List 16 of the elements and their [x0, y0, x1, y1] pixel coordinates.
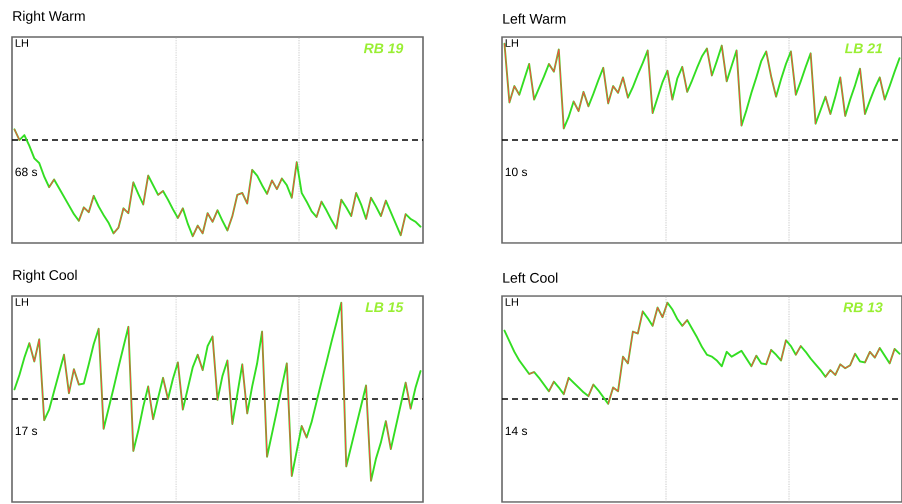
annotation: LH [16, 298, 28, 306]
chart-title: Left Warm [503, 14, 566, 24]
text: RB 19 [364, 43, 404, 54]
annotation: LH [506, 39, 518, 47]
text: LH [16, 39, 28, 47]
annotation: LB 15 [365, 302, 404, 312]
annotation: RB 13 [843, 302, 883, 312]
chart-title: Right Warm [13, 10, 85, 24]
annotation: LH [506, 298, 518, 306]
annotation: 17 s [16, 426, 38, 436]
chart-title: Right Cool [13, 270, 77, 283]
annotation: LB 21 [844, 43, 882, 54]
annotation: 68 s [15, 168, 38, 176]
chart-title: Left Cool [503, 272, 558, 283]
text: 10 s [506, 168, 528, 176]
text: 14 s [506, 426, 528, 436]
